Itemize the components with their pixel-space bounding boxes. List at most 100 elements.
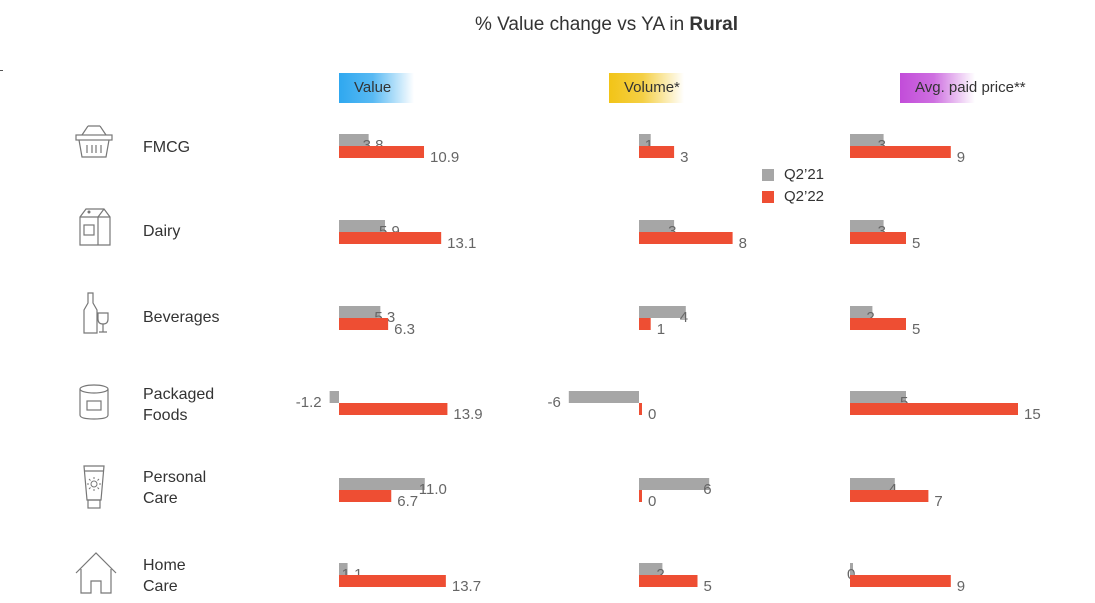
bar-price-personal-care-q2-21 — [850, 478, 895, 490]
bar-value-packaged-foods-q2-22 — [339, 403, 448, 415]
bar-volume-dairy-q2-22 — [639, 232, 733, 244]
bar-volume-beverages-q2-22 — [639, 318, 651, 330]
category-label-line1: Beverages — [143, 309, 220, 326]
bar-value-fmcg-q2-22 — [339, 146, 425, 158]
data-label-value-fmcg-q2-22: 10.9 — [430, 149, 459, 166]
bar-volume-fmcg-q2-21 — [639, 134, 651, 146]
data-label-volume-dairy-q2-21: 3 — [668, 223, 676, 240]
data-label-volume-packaged-foods-q2-22: 0 — [648, 406, 656, 423]
cream-tube-icon — [83, 465, 105, 509]
bar-price-fmcg-q2-21 — [850, 134, 884, 146]
house-icon — [75, 552, 117, 594]
data-label-volume-fmcg-q2-22: 3 — [680, 149, 688, 166]
bar-value-home-care-q2-21 — [339, 563, 348, 575]
data-label-price-home-care-q2-22: 9 — [957, 578, 965, 595]
data-label-price-beverages-q2-21: 2 — [866, 309, 874, 326]
data-label-value-packaged-foods-q2-22: 13.9 — [453, 406, 482, 423]
category-label-fmcg: FMCG — [143, 137, 190, 158]
category-label-packaged-foods: Packaged Foods — [143, 384, 214, 426]
bar-price-packaged-foods-q2-21 — [850, 391, 906, 403]
bar-volume-fmcg-q2-22 — [639, 146, 675, 158]
panel-header-volume-swatch — [609, 73, 684, 103]
data-label-price-personal-care-q2-22: 7 — [934, 493, 942, 510]
bar-volume-personal-care-q2-21 — [639, 478, 710, 490]
legend-item-q2-21: Q2’21 — [762, 164, 824, 186]
data-label-volume-personal-care-q2-22: 0 — [648, 493, 656, 510]
panel-header-value-label: Value — [354, 79, 392, 96]
panel-header-value-swatch — [339, 73, 414, 103]
category-label-line2: Care — [143, 578, 178, 595]
bar-value-home-care-q2-22 — [339, 575, 446, 587]
category-label-home-care: Home Care — [143, 555, 186, 597]
data-label-volume-dairy-q2-22: 8 — [739, 235, 747, 252]
category-label-beverages: Beverages — [143, 307, 220, 328]
data-label-price-fmcg-q2-22: 9 — [957, 149, 965, 166]
data-label-value-dairy-q2-22: 13.1 — [447, 235, 476, 252]
legend-label-q2-22: Q2’22 — [784, 188, 825, 205]
data-label-volume-beverages-q2-21: 4 — [680, 309, 688, 326]
panel-header-price-label: Avg. paid price** — [915, 79, 1026, 96]
legend: Q2’21 Q2’22 — [762, 164, 824, 208]
data-label-price-personal-care-q2-21: 4 — [889, 481, 897, 498]
bar-price-home-care-q2-21 — [850, 563, 853, 575]
bar-volume-dairy-q2-21 — [639, 220, 675, 232]
data-label-volume-home-care-q2-22: 5 — [704, 578, 712, 595]
legend-label-q2-21: Q2’21 — [784, 166, 825, 183]
data-label-volume-personal-care-q2-21: 6 — [703, 481, 711, 498]
bar-price-dairy-q2-22 — [850, 232, 906, 244]
category-label-line1: Home — [143, 557, 186, 574]
legend-item-q2-22: Q2’22 — [762, 186, 824, 208]
bar-price-packaged-foods-q2-22 — [850, 403, 1018, 415]
bottle-glass-icon — [83, 292, 109, 334]
panel-header-volume-label: Volume* — [624, 79, 680, 96]
category-label-line1: Packaged — [143, 386, 215, 403]
category-label-line1: Dairy — [143, 223, 181, 240]
data-label-volume-home-care-q2-21: 2 — [656, 566, 664, 583]
bar-volume-packaged-foods-q2-21 — [568, 391, 639, 403]
category-label-personal-care: Personal Care — [143, 467, 206, 509]
panel-header-value: Value — [339, 73, 414, 103]
bar-price-beverages-q2-21 — [850, 306, 873, 318]
data-label-volume-packaged-foods-q2-21: -6 — [547, 394, 560, 411]
chart-title: % Value change vs YA in Rural — [0, 14, 1095, 36]
bar-value-packaged-foods-q2-21 — [329, 391, 339, 403]
legend-swatch-q2-22 — [762, 191, 774, 203]
basket-icon — [75, 125, 113, 158]
panel-header-price: Avg. paid price** — [900, 73, 1026, 103]
edge-tick — [0, 70, 3, 71]
panel-header-price-swatch — [900, 73, 975, 103]
data-label-price-beverages-q2-22: 5 — [912, 321, 920, 338]
bar-volume-home-care-q2-22 — [639, 575, 698, 587]
data-label-price-dairy-q2-21: 3 — [878, 223, 886, 240]
bar-price-fmcg-q2-22 — [850, 146, 951, 158]
chart-title-prefix: % Value change vs YA in — [475, 14, 690, 35]
bar-price-home-care-q2-22 — [850, 575, 951, 587]
bar-price-dairy-q2-21 — [850, 220, 884, 232]
category-label-dairy: Dairy — [143, 221, 180, 242]
bar-value-fmcg-q2-21 — [339, 134, 369, 146]
panel-header-volume: Volume* — [609, 73, 684, 103]
data-label-price-packaged-foods-q2-22: 15 — [1024, 406, 1041, 423]
bar-volume-home-care-q2-21 — [639, 563, 663, 575]
bar-value-personal-care-q2-21 — [339, 478, 425, 490]
bar-value-beverages-q2-22 — [339, 318, 389, 330]
data-label-value-home-care-q2-22: 13.7 — [452, 578, 481, 595]
category-label-line1: Personal — [143, 469, 207, 486]
bar-volume-personal-care-q2-22 — [639, 490, 642, 502]
data-label-price-dairy-q2-22: 5 — [912, 235, 920, 252]
bar-value-dairy-q2-21 — [339, 220, 386, 232]
tin-can-icon — [79, 384, 109, 420]
data-label-volume-beverages-q2-22: 1 — [657, 321, 665, 338]
bar-value-personal-care-q2-22 — [339, 490, 392, 502]
bar-volume-packaged-foods-q2-22 — [639, 403, 642, 415]
chart-title-emphasis: Rural — [689, 14, 738, 35]
bar-value-dairy-q2-22 — [339, 232, 442, 244]
data-label-value-packaged-foods-q2-21: -1.2 — [296, 394, 322, 411]
data-label-price-packaged-foods-q2-21: 5 — [900, 394, 908, 411]
category-label-line1: FMCG — [143, 139, 191, 156]
category-label-line2: Foods — [143, 407, 188, 424]
data-label-value-personal-care-q2-22: 6.7 — [397, 493, 418, 510]
data-label-price-fmcg-q2-21: 3 — [878, 137, 886, 154]
data-label-value-beverages-q2-22: 6.3 — [394, 321, 415, 338]
